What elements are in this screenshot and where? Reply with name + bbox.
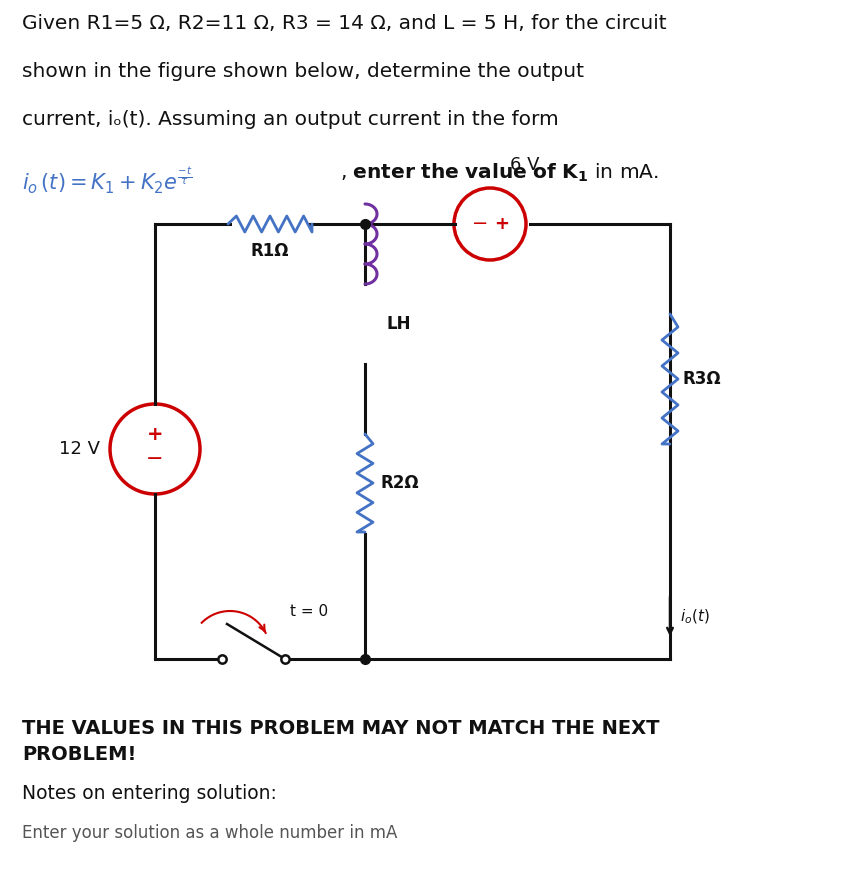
Text: , $\mathbf{enter\ the\ value\ of\ K_1}$ in mA.: , $\mathbf{enter\ the\ value\ of\ K_1}$ … bbox=[340, 162, 658, 184]
Text: Notes on entering solution:: Notes on entering solution: bbox=[22, 784, 277, 803]
Text: 6 V: 6 V bbox=[510, 156, 540, 174]
Text: −: − bbox=[146, 449, 164, 469]
Text: R2Ω: R2Ω bbox=[380, 474, 419, 492]
Text: +: + bbox=[147, 426, 164, 445]
Text: LH: LH bbox=[387, 315, 411, 333]
Text: Given R1=5 Ω, R2=11 Ω, R3 = 14 Ω, and L = 5 H, for the circuit: Given R1=5 Ω, R2=11 Ω, R3 = 14 Ω, and L … bbox=[22, 14, 667, 33]
Text: +: + bbox=[495, 215, 509, 233]
Text: t = 0: t = 0 bbox=[290, 604, 328, 619]
Text: THE VALUES IN THIS PROBLEM MAY NOT MATCH THE NEXT
PROBLEM!: THE VALUES IN THIS PROBLEM MAY NOT MATCH… bbox=[22, 719, 659, 765]
Text: current, iₒ(t). Assuming an output current in the form: current, iₒ(t). Assuming an output curre… bbox=[22, 110, 559, 129]
Text: −: − bbox=[472, 214, 488, 233]
Text: 12 V: 12 V bbox=[59, 440, 100, 458]
Text: $i_o\,(t) = K_1 + K_2e^{\frac{-t}{\tau}}$: $i_o\,(t) = K_1 + K_2e^{\frac{-t}{\tau}}… bbox=[22, 166, 192, 197]
Text: Enter your solution as a whole number in mA: Enter your solution as a whole number in… bbox=[22, 824, 397, 842]
Text: $i_o(t)$: $i_o(t)$ bbox=[680, 607, 710, 626]
Text: shown in the figure shown below, determine the output: shown in the figure shown below, determi… bbox=[22, 62, 584, 81]
Text: R3Ω: R3Ω bbox=[682, 370, 721, 388]
Text: R1Ω: R1Ω bbox=[250, 242, 289, 260]
